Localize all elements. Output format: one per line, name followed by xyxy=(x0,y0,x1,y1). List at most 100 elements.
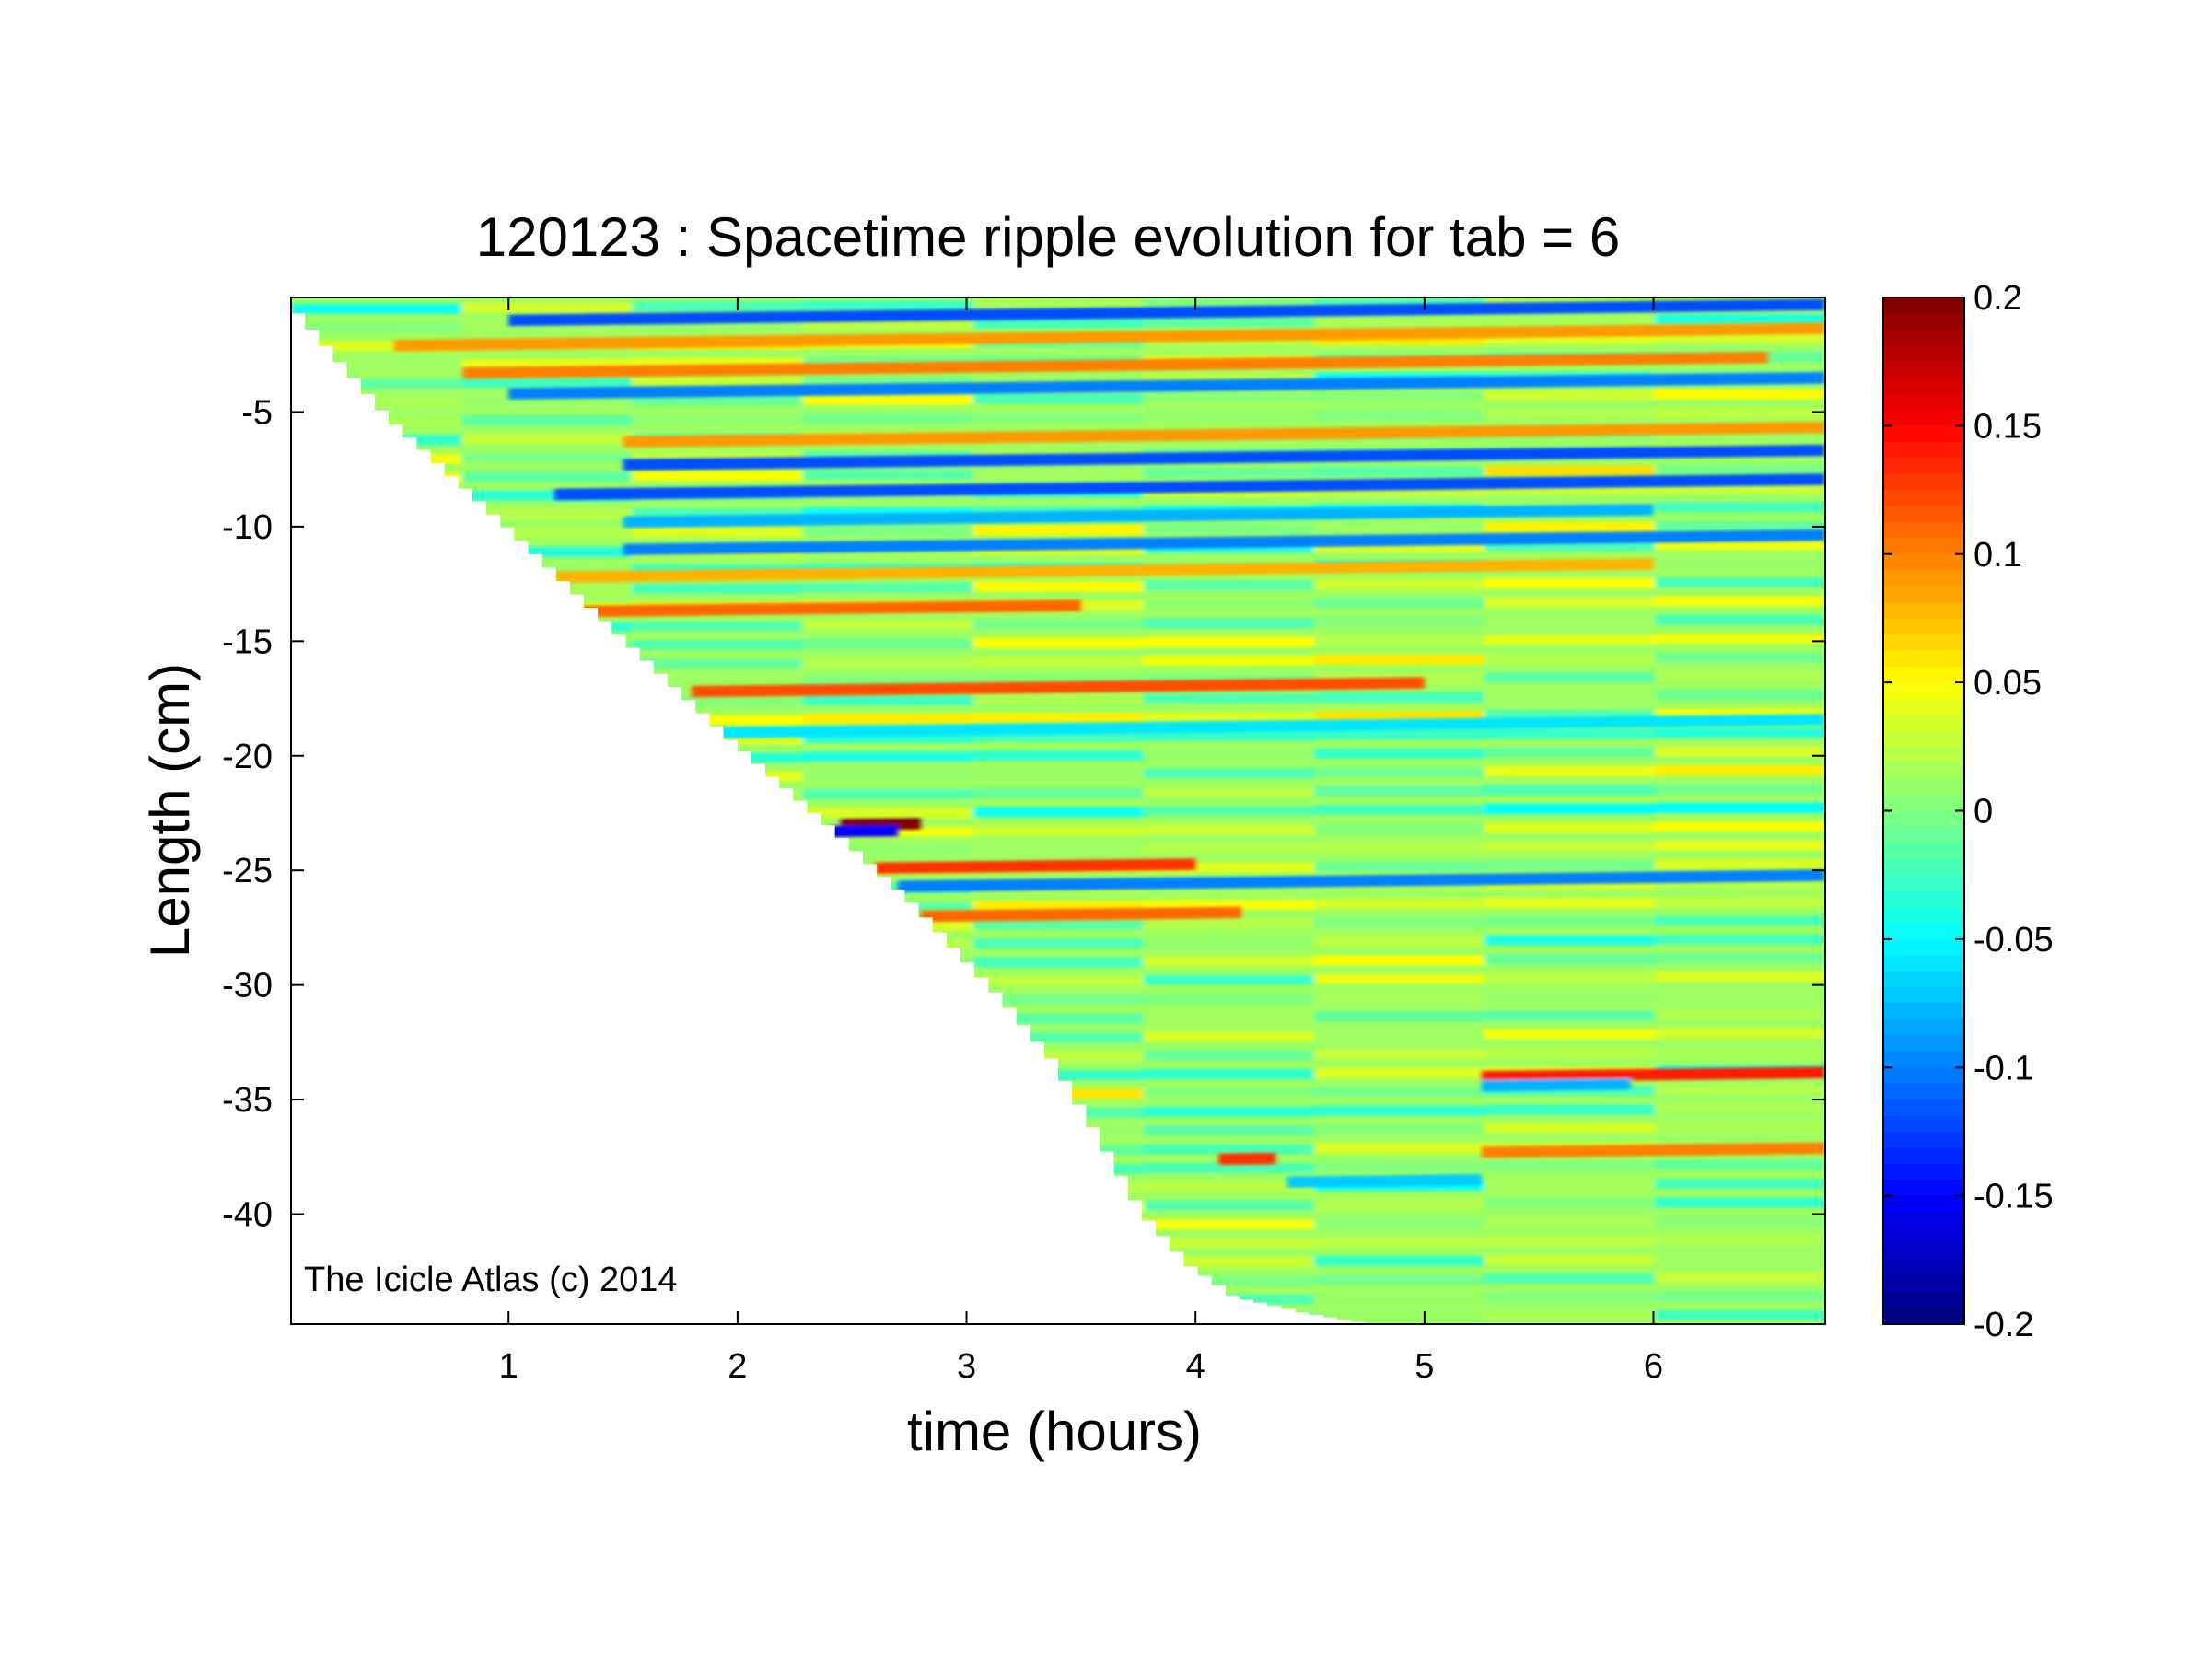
colorbar-bin xyxy=(1883,890,1964,908)
colorbar-bin xyxy=(1883,746,1964,763)
ripple-cell xyxy=(1313,1067,1485,1078)
ripple-cell xyxy=(632,527,804,538)
ripple-cell xyxy=(1654,840,1825,851)
colorbar-bin xyxy=(1883,650,1964,668)
ripple-cell xyxy=(1654,314,1825,325)
ripple-band xyxy=(920,906,1241,923)
colorbar-bin xyxy=(1883,1099,1964,1117)
ripple-cell xyxy=(1313,1161,1485,1172)
ripple-cell xyxy=(1654,1253,1825,1264)
ripple-cell xyxy=(972,731,1145,742)
plot-area: 1 2 3 4 5 6 -5 -10 -15 -20 -25 -30 -35 -40 The Icicl… xyxy=(222,297,1826,1386)
ripple-cell xyxy=(461,320,634,331)
ripple-cell xyxy=(1484,1122,1656,1134)
ripple-cell xyxy=(802,319,974,330)
ripple-cell xyxy=(1143,1144,1315,1155)
ripple-cell xyxy=(1313,1199,1485,1210)
ripple-cell xyxy=(632,395,804,406)
colorbar-bin xyxy=(1883,714,1964,731)
ripple-cell xyxy=(802,394,974,405)
ripple-band xyxy=(1482,1066,1825,1083)
ripple-cell xyxy=(1484,935,1656,946)
ripple-cell xyxy=(1484,691,1656,702)
ripple-band xyxy=(623,529,1825,555)
colorbar-bin xyxy=(1883,1292,1964,1309)
ripple-cell xyxy=(1313,1312,1485,1322)
ripple-cell xyxy=(1484,747,1656,758)
ripple-cell xyxy=(1313,973,1485,984)
ripple-cell xyxy=(1654,727,1825,738)
ripple-cell xyxy=(461,490,634,501)
ripple-cell xyxy=(632,320,804,331)
y-tick-label: -5 xyxy=(241,393,273,432)
ripple-cell xyxy=(1143,918,1315,929)
colorbar-bin xyxy=(1883,490,1964,507)
ripple-cell xyxy=(1143,994,1315,1005)
ripple-band xyxy=(829,824,898,838)
colorbar-bin xyxy=(1883,698,1964,715)
ripple-cell xyxy=(1654,464,1825,475)
ripple-cell xyxy=(972,807,1145,818)
ripple-cell xyxy=(1654,746,1825,757)
ripple-cell xyxy=(1313,1105,1485,1116)
ripple-cell xyxy=(1654,708,1825,719)
colorbar-bin xyxy=(1883,602,1964,620)
colorbar-bin xyxy=(1883,1003,1964,1020)
ripple-cell xyxy=(1143,1219,1315,1229)
ripple-cell xyxy=(1313,1255,1485,1266)
ripple-cell xyxy=(1313,541,1485,552)
colorbar-tick-label: 0.05 xyxy=(1973,664,2042,703)
colorbar-bin xyxy=(1883,570,1964,587)
ripple-cell xyxy=(1313,842,1485,853)
ripple-cell xyxy=(461,302,634,313)
ripple-cell xyxy=(1484,916,1656,927)
colorbar-bin xyxy=(1883,1035,1964,1052)
ripple-cell xyxy=(1313,334,1485,345)
colorbar-bin xyxy=(1883,1131,1964,1148)
ripple-cell xyxy=(972,468,1145,479)
ripple-cell xyxy=(632,451,804,462)
ripple-cell xyxy=(1143,692,1315,704)
ripple-cell xyxy=(291,341,463,352)
y-tick-label: -30 xyxy=(222,967,273,1006)
ripple-cell xyxy=(461,396,634,407)
ripple-band xyxy=(508,372,1825,400)
ripple-cell xyxy=(291,378,463,390)
colorbar-bin xyxy=(1883,810,1964,828)
ripple-cell xyxy=(1654,634,1825,644)
ripple-cell xyxy=(1654,858,1825,869)
chart-title: 120123 : Spacetime ripple evolution for … xyxy=(476,206,1620,268)
ripple-cell xyxy=(1143,712,1315,722)
ripple-cell xyxy=(802,506,974,518)
ripple-cell xyxy=(1313,692,1485,703)
ripple-cell xyxy=(972,787,1145,798)
colorbar-bin xyxy=(1883,795,1964,812)
ripple-cell xyxy=(1484,521,1656,532)
ripple-cell xyxy=(1484,615,1656,626)
ripple-cell xyxy=(1654,878,1825,889)
colorbar-bin xyxy=(1883,297,1964,315)
ripple-cell xyxy=(1654,990,1825,1001)
y-axis: -5 -10 -15 -20 -25 -30 -35 -40 xyxy=(222,393,1825,1235)
ripple-cell xyxy=(1143,974,1315,985)
ripple-cell xyxy=(1484,1292,1656,1303)
ripple-cell xyxy=(802,714,974,725)
ripple-cell xyxy=(972,637,1145,648)
ripple-cell xyxy=(972,938,1145,948)
ripple-cell xyxy=(972,1032,1145,1043)
ripple-cell xyxy=(461,528,634,539)
ripple-cell xyxy=(1654,670,1825,681)
ripple-cell xyxy=(1654,1028,1825,1039)
ripple-cell xyxy=(1313,917,1485,928)
x-axis-label: time (hours) xyxy=(907,1401,1202,1462)
ripple-cell xyxy=(1313,1143,1485,1154)
colorbar-bin xyxy=(1883,762,1964,780)
colorbar-tick-label: 0.1 xyxy=(1973,536,2022,575)
ripple-cell xyxy=(972,525,1145,535)
ripple-cell xyxy=(1484,766,1656,776)
ripple-cell xyxy=(1654,1122,1825,1133)
colorbar-bin xyxy=(1883,858,1964,876)
ripple-cell xyxy=(1313,710,1485,721)
ripple-cell xyxy=(1484,577,1656,588)
